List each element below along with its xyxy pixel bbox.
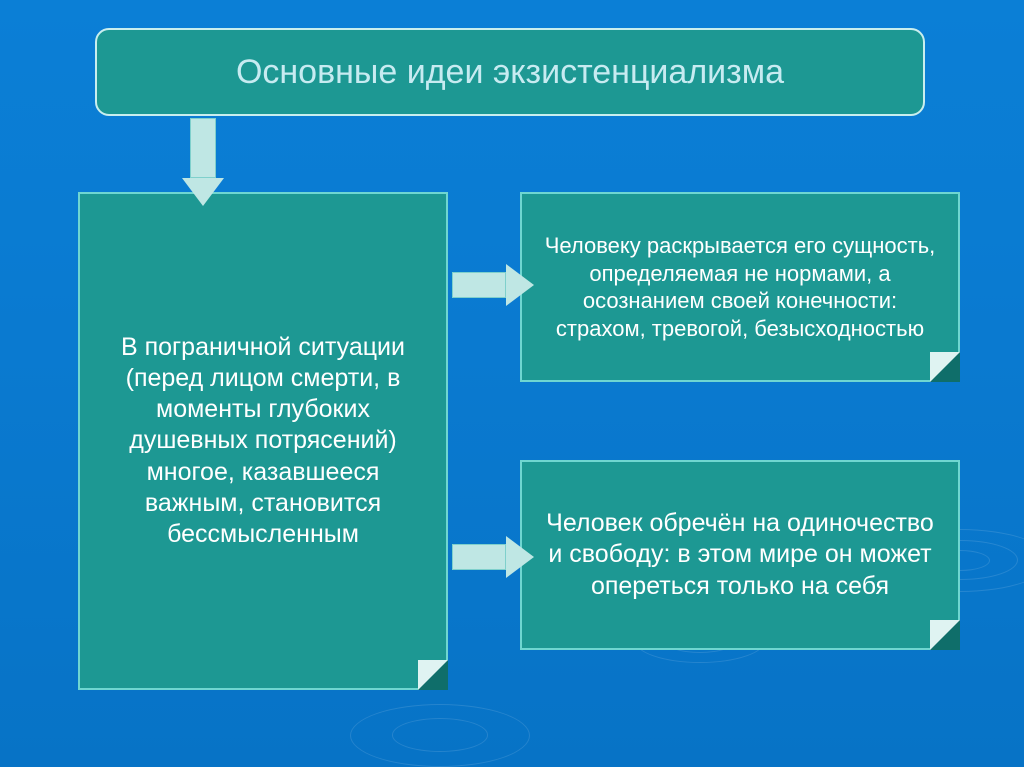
fold-corner [418,660,448,690]
right-top-text: Человеку раскрывается его сущность, опре… [540,232,940,342]
left-box: В пограничной ситуации (перед лицом смер… [78,192,448,690]
arrow-right-icon [452,536,534,578]
right-top-box: Человеку раскрывается его сущность, опре… [520,192,960,382]
arrow-down-icon [182,118,224,206]
title-text: Основные идеи экзистенциализма [236,51,784,94]
water-ripple [350,704,530,767]
left-box-text: В пограничной ситуации (перед лицом смер… [98,332,428,551]
fold-corner [930,352,960,382]
title-box: Основные идеи экзистенциализма [95,28,925,116]
arrow-right-icon [452,264,534,306]
right-bottom-text: Человек обречён на одиночество и свободу… [540,508,940,602]
water-ripple [392,718,488,752]
fold-corner [930,620,960,650]
right-bottom-box: Человек обречён на одиночество и свободу… [520,460,960,650]
